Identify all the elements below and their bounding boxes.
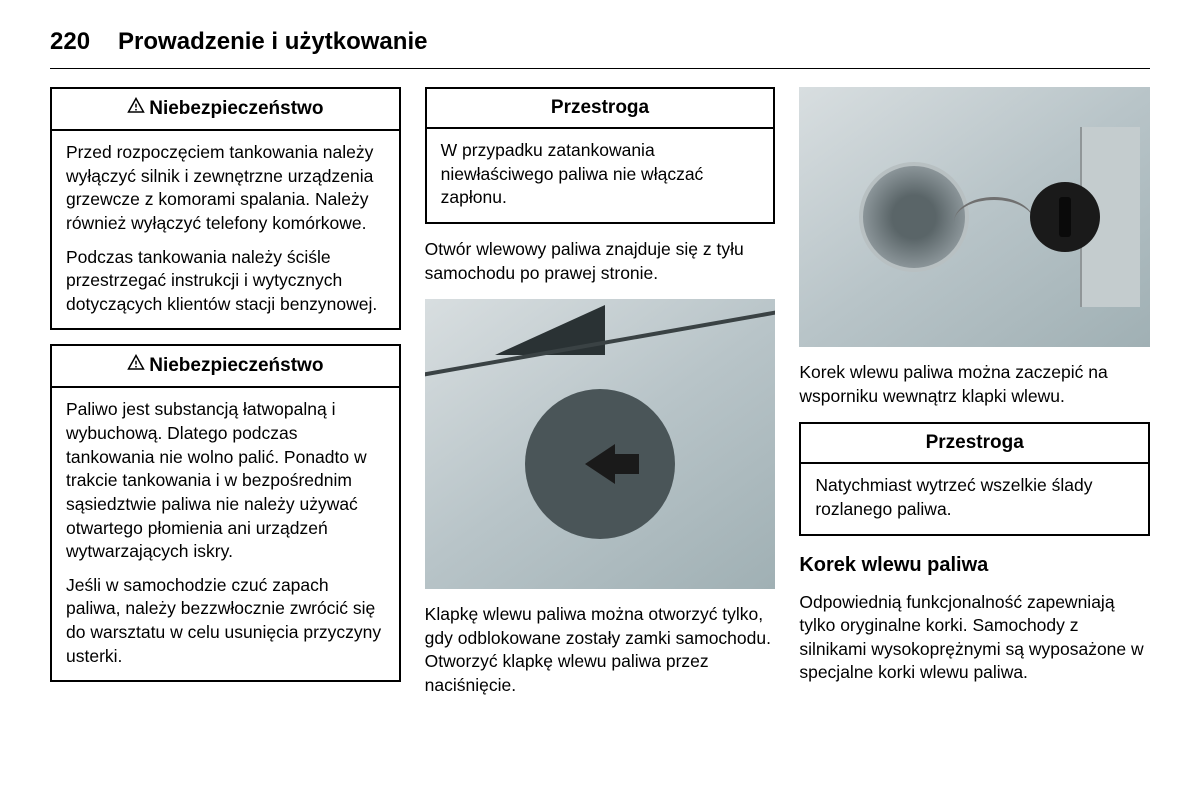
danger-box-1: Niebezpieczeństwo Przed rozpoczęciem tan… xyxy=(50,87,401,330)
column-2: Przestroga W przypadku zatankowania niew… xyxy=(425,87,776,698)
warning-triangle-icon xyxy=(127,97,145,121)
col2-text-below-image: Klapkę wlewu paliwa można otworzyć tylko… xyxy=(425,603,776,698)
caution-box-1-body: W przypadku zatankowania niewłaściwego p… xyxy=(427,129,774,222)
danger-box-1-p2: Podczas tankowania należy ściśle przestr… xyxy=(66,246,385,317)
fuel-cap-image xyxy=(799,87,1150,347)
danger-box-1-p1: Przed rozpoczęciem tankowania należy wył… xyxy=(66,141,385,236)
fuel-door-image xyxy=(425,299,776,589)
caution-box-1: Przestroga W przypadku zatankowania niew… xyxy=(425,87,776,224)
fuel-cap-section-text: Odpowiednią funkcjonalność zapewniają ty… xyxy=(799,591,1150,686)
col2-text-above-image: Otwór wlewowy paliwa znajduje się z tyłu… xyxy=(425,238,776,285)
caution-box-2-p1: Natychmiast wytrzeć wszelkie ślady rozla… xyxy=(815,474,1134,521)
fuel-door-circle xyxy=(525,389,675,539)
danger-box-1-header: Niebezpieczeństwo xyxy=(52,89,399,131)
danger-box-2-body: Paliwo jest substancją łatwopalną i wybu… xyxy=(52,388,399,680)
danger-box-2: Niebezpieczeństwo Paliwo jest substancją… xyxy=(50,344,401,682)
page-header: 220 Prowadzenie i użytkowanie xyxy=(50,28,1150,69)
fuel-cap-shape xyxy=(1030,182,1100,252)
col3-text-below-image: Korek wlewu paliwa można zaczepić na wsp… xyxy=(799,361,1150,408)
caution-box-2-body: Natychmiast wytrzeć wszelkie ślady rozla… xyxy=(801,464,1148,533)
car-window-shape xyxy=(495,305,605,355)
fuel-cap-section-title: Korek wlewu paliwa xyxy=(799,554,1150,577)
caution-box-1-title: Przestroga xyxy=(551,97,649,119)
danger-box-1-title: Niebezpieczeństwo xyxy=(149,98,323,120)
danger-box-2-p1: Paliwo jest substancją łatwopalną i wybu… xyxy=(66,398,385,563)
caution-box-1-header: Przestroga xyxy=(427,89,774,129)
caution-box-2-header: Przestroga xyxy=(801,424,1148,464)
caution-box-2-title: Przestroga xyxy=(926,432,1024,454)
danger-box-2-p2: Jeśli w samochodzie czuć zapach paliwa, … xyxy=(66,574,385,669)
danger-box-1-body: Przed rozpoczęciem tankowania należy wył… xyxy=(52,131,399,328)
warning-triangle-icon xyxy=(127,354,145,378)
column-3: Korek wlewu paliwa można zaczepić na wsp… xyxy=(799,87,1150,698)
content-columns: Niebezpieczeństwo Przed rozpoczęciem tan… xyxy=(50,87,1150,698)
fuel-opening-shape xyxy=(859,162,969,272)
page-number: 220 xyxy=(50,28,90,56)
caution-box-2: Przestroga Natychmiast wytrzeć wszelkie … xyxy=(799,422,1150,535)
danger-box-2-header: Niebezpieczeństwo xyxy=(52,346,399,388)
chapter-title: Prowadzenie i użytkowanie xyxy=(118,28,427,56)
fuel-cap-tether xyxy=(954,197,1034,247)
caution-box-1-p1: W przypadku zatankowania niewłaściwego p… xyxy=(441,139,760,210)
arrow-left-icon xyxy=(585,444,615,484)
danger-box-2-title: Niebezpieczeństwo xyxy=(149,355,323,377)
column-1: Niebezpieczeństwo Przed rozpoczęciem tan… xyxy=(50,87,401,698)
